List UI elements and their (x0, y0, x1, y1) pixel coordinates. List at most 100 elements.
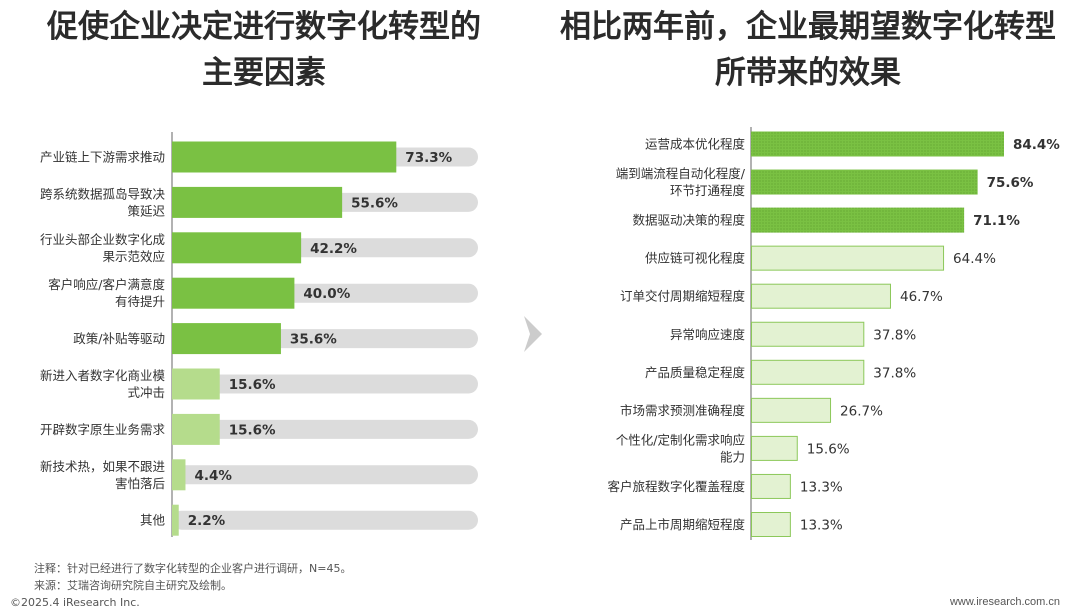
right-chart-title-line1: 相比两年前，企业最期望数字化转型 (560, 9, 1056, 45)
category-label: 数据驱动决策的程度 (632, 213, 745, 228)
category-label-line: 产业链上下游需求推动 (40, 150, 165, 165)
category-label: 个性化/定制化需求响应能力 (616, 432, 745, 464)
bar-value-label: 37.8% (873, 365, 916, 381)
bar (751, 245, 945, 271)
category-label: 新技术热，如果不跟进害怕落后 (40, 459, 166, 491)
category-label-line: 市场需求预测准确程度 (620, 403, 746, 418)
website-url: www.iresearch.com.cn (949, 596, 1060, 608)
bar (751, 473, 791, 499)
category-label-line: 能力 (720, 449, 745, 464)
copyright: ©2025.4 iResearch Inc. (10, 596, 140, 609)
category-label-line: 客户旅程数字化覆盖程度 (607, 479, 745, 494)
category-label-line: 果示范效应 (102, 249, 165, 264)
left-chart-title-line2: 主要因素 (202, 55, 326, 91)
bar (751, 359, 865, 385)
bar-value-label: 55.6% (351, 195, 398, 211)
category-label: 开辟数字原生业务需求 (40, 422, 166, 437)
arrow-right-icon (524, 316, 542, 352)
category-label: 其他 (140, 513, 166, 528)
bar-value-label: 71.1% (973, 213, 1020, 229)
bar-value-label: 73.3% (405, 150, 452, 166)
category-label-line: 跨系统数据孤岛导致决 (40, 186, 166, 201)
bar (172, 504, 179, 536)
category-label: 运营成本优化程度 (645, 137, 746, 152)
right-bar-chart: 84.4% 运营成本优化程度 75.6% 端到端流程自动化程度/环节打通程度 71.1%… (607, 127, 1060, 540)
category-label: 供应链可视化程度 (645, 251, 746, 266)
bar (751, 321, 865, 347)
bar (172, 459, 186, 491)
category-label-line: 其他 (140, 513, 166, 528)
bar (172, 368, 220, 400)
category-label-line: 运营成本优化程度 (645, 137, 746, 152)
bar-value-label: 4.4% (194, 468, 232, 484)
category-label: 行业头部企业数字化成果示范效应 (40, 232, 165, 264)
category-label-line: 个性化/定制化需求响应 (616, 432, 745, 447)
category-label-line: 新进入者数字化商业模 (40, 368, 166, 383)
bar (172, 277, 295, 309)
bar-value-label: 15.6% (229, 377, 276, 393)
bar-value-label: 64.4% (953, 251, 996, 267)
bar-value-label: 75.6% (987, 175, 1034, 191)
bar-track (172, 419, 478, 439)
category-label-line: 产品上市周期缩短程度 (620, 517, 746, 532)
category-label: 订单交付周期缩短程度 (620, 289, 746, 304)
category-label: 政策/补贴等驱动 (73, 331, 165, 346)
bar-value-label: 40.0% (303, 286, 350, 302)
category-label: 产品上市周期缩短程度 (620, 517, 746, 532)
bar (172, 413, 220, 445)
right-chart-title: 相比两年前，企业最期望数字化转型 所带来的效果 (548, 4, 1068, 96)
bar (751, 169, 978, 195)
category-label: 产品质量稳定程度 (645, 365, 746, 380)
bar (751, 397, 832, 423)
bar-value-label: 35.6% (290, 332, 337, 348)
category-label-line: 政策/补贴等驱动 (73, 331, 165, 346)
bar-value-label: 15.6% (229, 422, 276, 438)
bar (172, 232, 302, 264)
category-label-line: 供应链可视化程度 (645, 251, 746, 266)
category-label-line: 数据驱动决策的程度 (632, 213, 745, 228)
right-chart-title-line2: 所带来的效果 (715, 55, 901, 91)
category-label: 产业链上下游需求推动 (40, 150, 165, 165)
left-bar-chart: 73.3% 产业链上下游需求推动 55.6% 跨系统数据孤岛导致决策延迟 42.2% 行业… (40, 132, 478, 537)
bar-track (172, 465, 478, 485)
bar (751, 131, 1004, 157)
category-label-line: 端到端流程自动化程度/ (616, 166, 746, 181)
bar-value-label: 42.2% (310, 241, 357, 257)
category-label-line: 新技术热，如果不跟进 (40, 459, 166, 474)
footnote: 注释：针对已经进行了数字化转型的企业客户进行调研，N=45。 (34, 562, 352, 575)
bar-value-label: 13.3% (800, 518, 843, 534)
bar-value-label: 26.7% (840, 403, 883, 419)
category-label-line: 式冲击 (127, 385, 165, 400)
bar (751, 512, 791, 537)
category-label: 端到端流程自动化程度/环节打通程度 (616, 166, 746, 198)
category-label-line: 有待提升 (115, 294, 165, 309)
category-label-line: 策延迟 (127, 203, 165, 218)
bar (751, 283, 891, 309)
bar-value-label: 46.7% (900, 289, 943, 305)
category-label-line: 产品质量稳定程度 (645, 365, 746, 380)
category-label-line: 环节打通程度 (670, 183, 746, 198)
bar-value-label: 13.3% (800, 479, 843, 495)
category-label: 跨系统数据孤岛导致决策延迟 (40, 186, 166, 218)
category-label: 客户旅程数字化覆盖程度 (607, 479, 745, 494)
category-label-line: 行业头部企业数字化成 (40, 232, 165, 247)
bar-track (172, 374, 478, 394)
category-label-line: 订单交付周期缩短程度 (620, 289, 746, 304)
category-label: 客户响应/客户满意度有待提升 (48, 277, 165, 309)
bar-value-label: 2.2% (188, 513, 226, 529)
bar (172, 141, 397, 173)
bar (751, 207, 965, 233)
bar-track (172, 510, 478, 530)
category-label: 新进入者数字化商业模式冲击 (40, 368, 166, 400)
bar-value-label: 84.4% (1013, 137, 1060, 153)
source-note: 来源：艾瑞咨询研究院自主研究及绘制。 (34, 579, 232, 592)
category-label: 异常响应速度 (670, 327, 746, 342)
bar-value-label: 15.6% (807, 441, 850, 457)
category-label-line: 害怕落后 (115, 476, 165, 491)
category-label-line: 异常响应速度 (670, 327, 746, 342)
bar (172, 186, 343, 218)
bar (172, 323, 281, 355)
category-label: 市场需求预测准确程度 (620, 403, 746, 418)
bar (751, 435, 798, 461)
category-label-line: 开辟数字原生业务需求 (40, 422, 166, 437)
